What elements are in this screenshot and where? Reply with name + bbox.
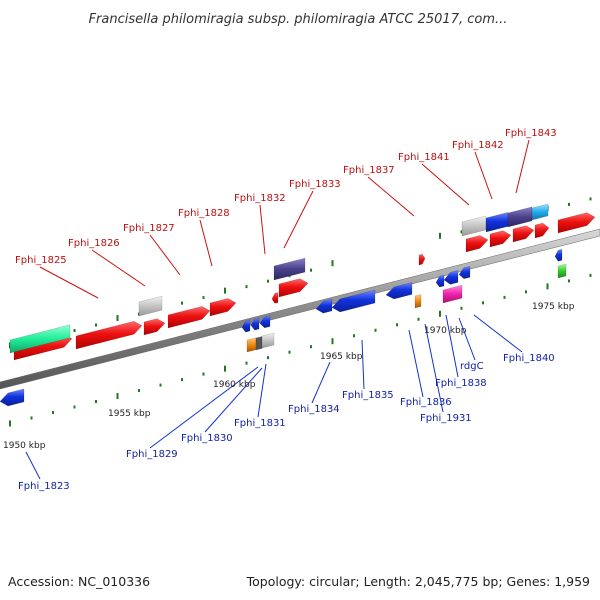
label-fphi-1833[interactable]: Fphi_1833 <box>289 179 341 190</box>
callout-fphi-1835 <box>361 339 365 390</box>
callout-lines <box>25 139 530 480</box>
gene-rdgc-arrow <box>458 265 471 280</box>
label-fphi-1832[interactable]: Fphi_1832 <box>234 193 286 204</box>
genome-backbone <box>0 228 600 390</box>
gene-fphi-1838a <box>435 274 445 288</box>
gene-features <box>0 203 596 407</box>
label-fphi-1837[interactable]: Fphi_1837 <box>343 165 395 176</box>
gene-fphi-1844 <box>557 212 596 234</box>
gene-fphi-1836 <box>385 282 413 300</box>
callout-fphi-1828 <box>199 219 213 267</box>
scale-labels: 1950 kbp 1955 kbp 1960 kbp 1965 kbp 1970… <box>3 302 575 451</box>
label-fphi-1827[interactable]: Fphi_1827 <box>123 223 175 234</box>
gene-fphi-1843b <box>534 222 550 239</box>
gene-fphi-1826 <box>75 320 143 350</box>
label-fphi-1841[interactable]: Fphi_1841 <box>398 152 450 163</box>
gene-fphi-1931 <box>414 294 422 309</box>
gene-navy-1833 <box>273 257 306 281</box>
callout-fphi-1837 <box>367 176 415 217</box>
gene-fphi-1834 <box>315 298 333 314</box>
callout-fphi-1840 <box>473 314 523 353</box>
gene-fphi-1829 <box>241 319 251 333</box>
callout-fphi-1836 <box>408 329 424 398</box>
callout-fphi-1842 <box>474 151 493 200</box>
gene-fphi-1830 <box>250 317 260 331</box>
gene-navy-1842 <box>507 206 533 228</box>
gene-grey-1841 <box>461 215 487 237</box>
label-fphi-1823[interactable]: Fphi_1823 <box>18 481 70 492</box>
gene-fphi-1827 <box>143 318 166 336</box>
gene-blue-1842 <box>485 212 509 233</box>
gene-fphi-1837 <box>418 253 426 266</box>
gene-fphi-1842 <box>489 230 512 248</box>
callout-fphi-1825 <box>39 266 99 299</box>
label-fphi-1842[interactable]: Fphi_1842 <box>452 140 504 151</box>
gene-fphi-1832 <box>271 292 279 304</box>
scale-label-1960: 1960 kbp <box>213 380 256 390</box>
gene-fphi-1840a <box>554 248 563 262</box>
gene-fphi-1841 <box>465 235 489 253</box>
callout-fphi-1831 <box>257 363 267 418</box>
map-title: Francisella philomiragia subsp. philomir… <box>89 12 508 27</box>
callout-fphi-1832 <box>259 204 266 255</box>
scale-label-1965: 1965 kbp <box>320 352 363 362</box>
gene-fphi-1828 <box>167 306 211 329</box>
label-fphi-1825[interactable]: Fphi_1825 <box>15 255 67 266</box>
label-fphi-1828[interactable]: Fphi_1828 <box>178 208 230 219</box>
reverse-gene-labels: Fphi_1823 Fphi_1829 Fphi_1830 Fphi_1831 … <box>18 353 555 492</box>
gene-fphi-1828b <box>209 298 237 317</box>
scale-label-1950: 1950 kbp <box>3 441 46 451</box>
callout-fphi-1838 <box>445 314 459 378</box>
gene-fphi-1831 <box>259 315 271 329</box>
callout-fphi-1823 <box>25 451 41 480</box>
label-fphi-1840[interactable]: Fphi_1840 <box>503 353 555 364</box>
label-rdgc[interactable]: rdgC <box>460 361 484 372</box>
gene-orange-1829 <box>246 337 257 353</box>
callout-fphi-1826 <box>91 249 146 287</box>
accession-text: Accession: NC_010336 <box>8 574 150 589</box>
label-fphi-1834[interactable]: Fphi_1834 <box>288 404 340 415</box>
label-fphi-1835[interactable]: Fphi_1835 <box>342 390 394 401</box>
topology-text: Topology: circular; Length: 2,045,775 bp… <box>246 574 590 589</box>
callout-fphi-1834 <box>311 361 331 404</box>
gene-fphi-1835 <box>331 289 376 313</box>
label-fphi-1826[interactable]: Fphi_1826 <box>68 238 120 249</box>
label-fphi-1838[interactable]: Fphi_1838 <box>435 378 487 389</box>
label-fphi-1836[interactable]: Fphi_1836 <box>400 397 452 408</box>
scale-label-1975: 1975 kbp <box>532 302 575 312</box>
gene-grey-1831 <box>261 332 275 349</box>
gene-fphi-1843 <box>512 225 535 243</box>
gene-rrna-green <box>9 324 71 354</box>
callout-fphi-1841 <box>421 163 470 206</box>
callout-fphi-1827 <box>149 234 181 276</box>
label-fphi-1830[interactable]: Fphi_1830 <box>181 433 233 444</box>
gene-fphi-1838 <box>443 270 459 285</box>
callout-fphi-1830 <box>204 367 263 433</box>
callout-fphi-1843 <box>515 139 530 194</box>
gene-grey-1826 <box>138 295 163 317</box>
callout-rdgc <box>458 317 476 361</box>
label-fphi-1831[interactable]: Fphi_1831 <box>234 418 286 429</box>
gene-fphi-1823 <box>0 388 25 407</box>
gene-rdgc <box>442 284 463 304</box>
callout-fphi-1931 <box>424 323 444 413</box>
label-fphi-1931[interactable]: Fphi_1931 <box>420 413 472 424</box>
gene-dark-1830 <box>255 336 263 351</box>
label-fphi-1829[interactable]: Fphi_1829 <box>126 449 178 460</box>
callout-fphi-1833 <box>283 190 314 249</box>
scale-label-1955: 1955 kbp <box>108 409 151 419</box>
gene-fphi-1833 <box>278 278 309 298</box>
gene-cyan-1843 <box>531 203 549 221</box>
label-fphi-1843[interactable]: Fphi_1843 <box>505 128 557 139</box>
scale-label-1970: 1970 kbp <box>424 326 467 336</box>
forward-gene-labels: Fphi_1825 Fphi_1826 Fphi_1827 Fphi_1828 … <box>15 128 557 266</box>
gene-lime-1840 <box>557 263 567 279</box>
callout-fphi-1829 <box>149 366 259 449</box>
